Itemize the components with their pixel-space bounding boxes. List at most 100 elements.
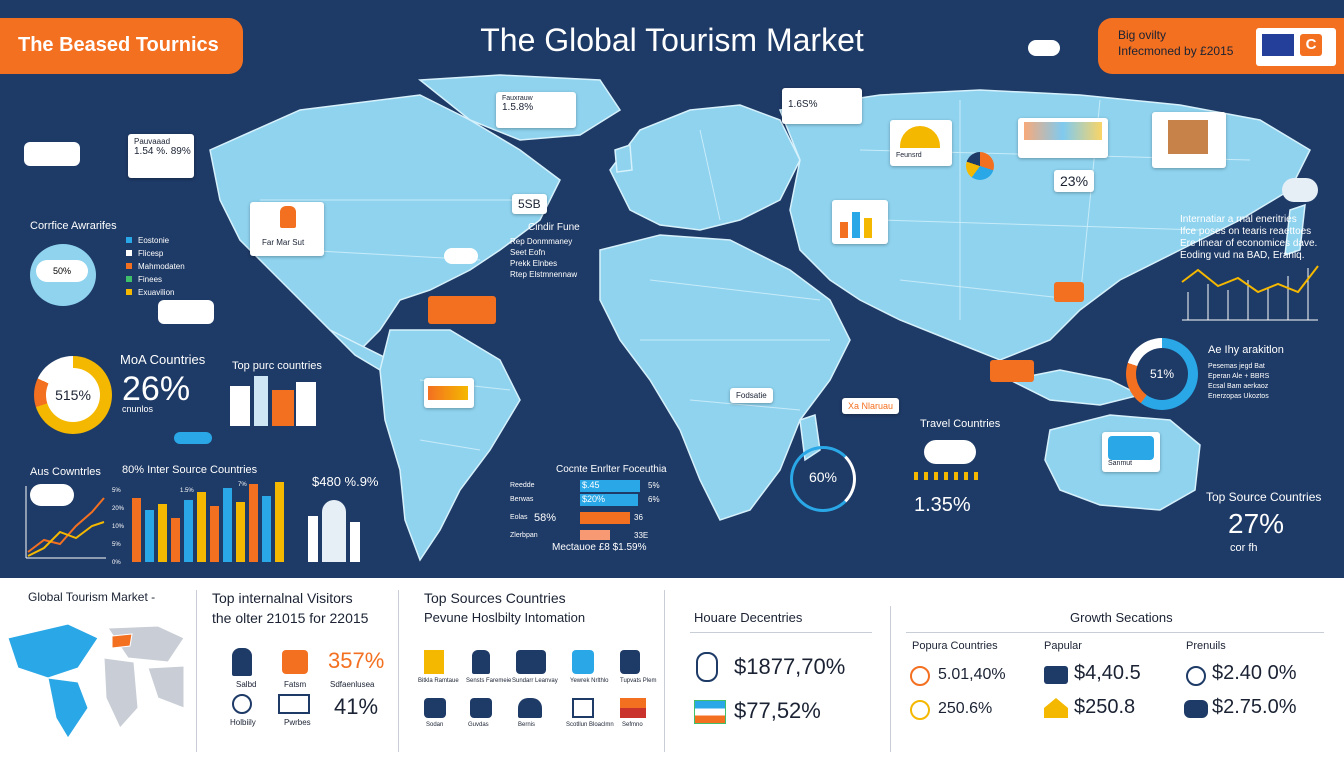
left-legend-title: Corrfice Awrarifes: [30, 220, 117, 232]
bar-chart-bar: [171, 518, 180, 562]
mid-bar-label: Reedde: [510, 482, 535, 489]
na-photo-caption: Far Mar Sut: [262, 238, 305, 247]
people-row-icon: [914, 472, 982, 482]
asia-pie-icon: [966, 152, 994, 180]
person-icon: [280, 206, 296, 228]
col5-h3: Prenuils: [1186, 640, 1226, 652]
right-donut-pct: 51%: [1136, 348, 1188, 400]
col5-value: $2.40 0%: [1212, 662, 1297, 684]
cloud-icon: [924, 440, 976, 464]
map-panel: The Beased Tournics The Global Tourism M…: [0, 0, 1344, 578]
col2-title2: the olter 21015 for 22015: [212, 610, 369, 626]
col3-label2: Sefmno: [622, 722, 643, 728]
travel-title: Travel Countries: [920, 418, 1001, 430]
wallet-icon: [1044, 666, 1068, 684]
bar-chart-bar: [132, 498, 141, 562]
top-right-badge: Big ovilty Infecmoned by £2015 C: [1098, 18, 1344, 74]
col3-label: Tupvats Plem: [620, 678, 657, 684]
col3-label: Yewrek Nrlthlo: [570, 678, 609, 684]
left-donut: 515%: [34, 356, 112, 434]
col5-value: 5.01,40%: [938, 666, 1006, 683]
person-outline-icon: [696, 652, 718, 682]
col2-caption1: Sdfaenlusea: [330, 680, 375, 689]
flag-icon: [694, 700, 726, 724]
col2-label: Salbd: [236, 680, 257, 689]
house-icon: [1044, 698, 1068, 718]
top-source-pct: 27%: [1228, 508, 1285, 539]
bar-chart-ytick: 20%: [112, 506, 125, 512]
mid-heading: MoA Countries: [120, 352, 206, 367]
logo-box: C: [1256, 28, 1336, 66]
africa-caption: Fodsatie: [730, 388, 773, 403]
bar-chart-bar: [262, 496, 271, 562]
col4-title: Houare Decentries: [694, 610, 803, 625]
family-icon: [424, 698, 446, 718]
cloud-icon: [30, 484, 74, 506]
asia-small-caption: Feunsrd: [896, 152, 922, 159]
cloud-icon: [1028, 40, 1060, 56]
bar-chart-top-label: 1.5%: [180, 488, 194, 494]
col2-label: Pwrbes: [284, 718, 311, 727]
col3-label2: Scotllun Bloaclmn: [566, 722, 614, 728]
legend-item: Flicesp: [126, 247, 185, 260]
mid-bar-pct: 33E: [634, 531, 649, 540]
globe-icon: [232, 694, 252, 714]
col2-pct2: 41%: [334, 694, 379, 719]
mid-list-item: Rep Donmmaney: [510, 237, 573, 246]
asia-people-card: [1018, 118, 1108, 158]
col5-value: 250.6%: [938, 700, 993, 717]
mid-list-item: Seet Eofn: [510, 248, 546, 257]
na-photo-card: Far Mar Sut: [250, 202, 324, 256]
col3-label: Bitkla Ramtaue: [418, 678, 459, 684]
couple-icon: [470, 698, 492, 718]
asia-pct-tag: 23%: [1054, 170, 1095, 192]
mid-chip-caption: Cindir Fune: [528, 222, 580, 233]
mid-list-item: Rtep Elstmnennaw: [510, 270, 578, 279]
binoculars-icon: [1184, 700, 1208, 718]
bar-chart-ytick: 10%: [112, 524, 125, 530]
mid-bar: [580, 530, 610, 540]
person-icon: [472, 650, 490, 674]
right-text-line: Eoding vud na BAD, Eraniq.: [1180, 250, 1305, 261]
asia-landmark-card: [1152, 112, 1226, 168]
right-donut-item: Enerzopas Ukoztos: [1208, 393, 1269, 400]
australia-caption: Sanmut: [1108, 460, 1133, 467]
greenland-value: 1.5.8%: [502, 102, 534, 113]
summary-panel: Global Tourism Market - Top internalnal …: [0, 578, 1344, 768]
bar-chart-ytick: 5%: [112, 542, 121, 548]
sa-orange-tag: [428, 296, 496, 324]
top-source-sub: cor fh: [1230, 542, 1258, 554]
coin-icon: [910, 700, 930, 720]
donut-label: 515%: [46, 368, 100, 422]
na-stat-value: 1.54 %. 89%: [134, 146, 191, 157]
mid-bar: [580, 512, 630, 524]
gauge-pct: 60%: [808, 469, 838, 485]
traveler-icon: [620, 650, 640, 674]
bar-chart-bar: [158, 504, 167, 562]
europe-card: 1.6S%: [782, 88, 862, 124]
na-stat-card: Pauvaaad 1.54 %. 89%: [128, 134, 194, 178]
right-donut-head: Ae Ihy arakitlon: [1208, 344, 1284, 356]
col5-value: $4,40.5: [1074, 662, 1141, 684]
monument-icon: [304, 486, 374, 562]
col5-h2: Papular: [1044, 640, 1082, 652]
car-icon: [158, 300, 214, 324]
right-text-line: Ere linear of economices dave.: [1180, 238, 1318, 249]
city-skyline: [230, 376, 318, 426]
mid-bar-label: Berwas: [510, 496, 534, 503]
mid-bar: [580, 494, 638, 506]
col5-value: $2.75.0%: [1212, 696, 1297, 718]
bar-chart-bar: [197, 492, 206, 562]
greenland-head: Fauxrauw: [502, 95, 533, 102]
col2-pct1: 357%: [328, 648, 385, 673]
top-source-title: Top Source Countries: [1206, 490, 1322, 504]
badge-line1: Big ovilty: [1118, 28, 1167, 42]
col2-label: Fatsm: [284, 680, 307, 689]
col3-label2: Sodan: [426, 722, 444, 728]
frame-icon: [572, 698, 594, 718]
left-legend-globe: 50%: [30, 244, 96, 306]
person-icon: [232, 648, 252, 676]
mid-bar: [580, 480, 640, 492]
right-donut-list: Pesemas jegd Bat Eperan Ale + BBRS Ecsal…: [1208, 362, 1269, 402]
travel-pct: 1.35%: [914, 494, 971, 516]
